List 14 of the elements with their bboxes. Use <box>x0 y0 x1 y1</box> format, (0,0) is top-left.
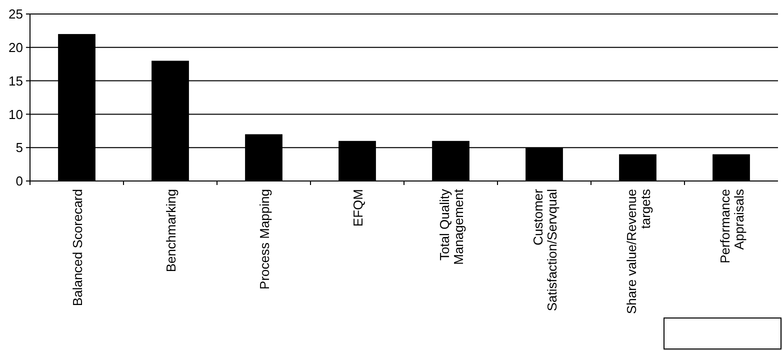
x-tick-label: Process Mapping <box>256 189 272 290</box>
x-tick-label: Performance Appraisals <box>717 188 746 264</box>
y-tick-label: 20 <box>8 40 23 55</box>
y-tick-label: 5 <box>16 140 23 156</box>
y-tick-label: 10 <box>8 106 23 122</box>
y-tick-label: 0 <box>16 174 23 189</box>
x-tick-label: Benchmarking <box>163 189 178 272</box>
x-tick-label: Share value/Revenue targets <box>624 188 653 314</box>
y-tick-label: 15 <box>8 73 23 88</box>
x-tick-label: Balanced Scorecard <box>70 189 85 306</box>
x-tick-label: Total Quality Management <box>436 188 466 265</box>
y-tick-label: 25 <box>8 6 23 22</box>
x-tick-label: EFQM <box>350 189 366 227</box>
x-tick-label: Customer Satisfaction/Servqual <box>530 188 560 312</box>
